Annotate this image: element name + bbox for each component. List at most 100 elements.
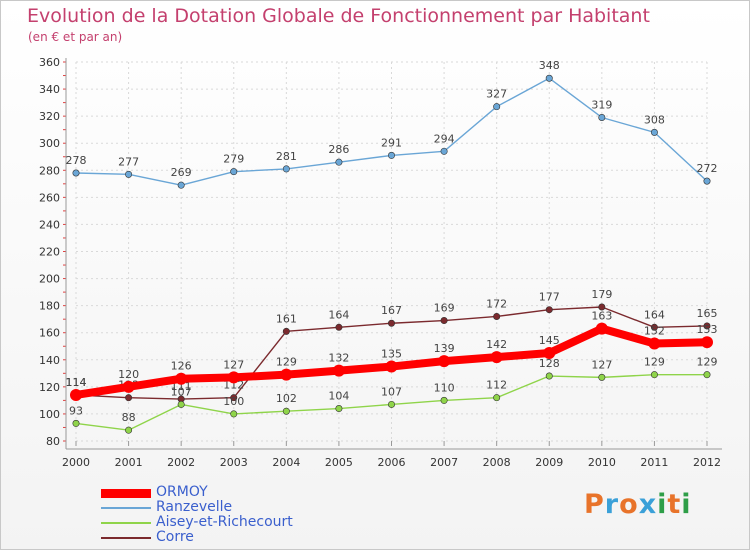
data-point [122,380,135,393]
proxiti-logo: Proxiti [584,489,692,520]
data-point [440,317,448,325]
data-label: 120 [118,368,139,381]
data-label: 112 [486,379,507,392]
data-point [701,336,713,349]
x-tick-label: 2005 [325,456,353,469]
data-label: 153 [697,323,718,336]
logo-letter: o [619,489,639,520]
x-tick-label: 2002 [167,456,195,469]
logo-letter: i [657,489,668,520]
data-point [703,322,711,330]
data-point [72,169,80,177]
chart-subtitle: (en € et par an) [28,30,123,44]
data-point [650,128,658,136]
data-label: 152 [644,325,665,338]
data-label: 145 [539,334,560,347]
data-label: 319 [591,98,612,111]
data-point [387,400,395,408]
data-label: 139 [434,342,455,355]
data-point [598,113,606,121]
data-point [545,74,553,82]
legend-label: ORMOY [156,484,208,500]
data-point [125,426,133,434]
legend-swatch [101,488,151,498]
y-tick-label: 140 [39,354,60,367]
logo-letter: P [584,489,605,520]
data-label: 278 [66,154,87,167]
data-point [545,306,553,314]
data-point [125,170,133,178]
data-label: 272 [697,162,718,175]
y-tick-label: 100 [39,408,60,421]
x-tick-label: 2006 [378,456,406,469]
data-label: 114 [66,376,87,389]
y-tick-label: 220 [39,246,60,259]
data-label: 161 [276,312,297,325]
x-tick-label: 2007 [430,456,458,469]
data-point [440,147,448,155]
data-point [387,151,395,159]
legend-swatch [101,507,151,509]
data-label: 281 [276,150,297,163]
data-point [280,368,293,381]
data-label: 177 [539,291,560,304]
data-label: 172 [486,297,507,310]
x-tick-label: 2010 [588,456,616,469]
data-label: 129 [276,356,297,369]
data-label: 132 [328,352,349,365]
data-point [230,168,238,176]
y-tick-label: 240 [39,218,60,231]
data-label: 164 [644,308,665,321]
data-label: 286 [328,143,349,156]
x-tick-label: 2004 [272,456,300,469]
data-label: 308 [644,113,665,126]
data-label: 142 [486,338,507,351]
data-label: 107 [171,385,192,398]
data-point [385,360,398,373]
data-label: 107 [381,385,402,398]
y-tick-label: 120 [39,381,60,394]
y-tick-label: 360 [39,56,60,69]
data-label: 135 [381,348,402,361]
data-point [650,371,658,379]
data-label: 93 [69,404,83,417]
data-point [125,394,133,402]
data-point [650,323,658,331]
data-label: 104 [328,390,349,403]
y-tick-label: 260 [39,191,60,204]
data-label: 169 [434,302,455,315]
chart-title: Evolution de la Dotation Globale de Fonc… [27,5,650,27]
y-tick-label: 160 [39,327,60,340]
data-label: 129 [644,356,665,369]
data-point [598,303,606,311]
data-point [335,405,343,413]
y-tick-label: 80 [46,435,60,448]
data-point [493,312,501,320]
data-point [282,407,290,415]
data-point [70,388,82,401]
data-point [230,394,238,402]
legend-label: Aisey-et-Richecourt [156,514,293,530]
data-point [177,181,185,189]
data-label: 294 [434,132,455,145]
data-point [440,396,448,404]
x-tick-label: 2008 [483,456,511,469]
logo-letter: r [604,489,620,520]
data-point [177,400,185,408]
data-label: 291 [381,136,402,149]
data-point [595,322,608,335]
data-point [335,158,343,166]
data-label: 164 [328,308,349,321]
data-label: 165 [697,307,718,320]
data-label: 279 [223,153,244,166]
data-point [72,419,80,427]
y-tick-label: 300 [39,137,60,150]
data-label: 269 [171,166,192,179]
x-tick-label: 2011 [640,456,668,469]
data-label: 163 [591,310,612,323]
y-tick-label: 200 [39,273,60,286]
data-label: 114 [66,376,87,389]
data-label: 127 [223,358,244,371]
y-tick-label: 180 [39,300,60,313]
